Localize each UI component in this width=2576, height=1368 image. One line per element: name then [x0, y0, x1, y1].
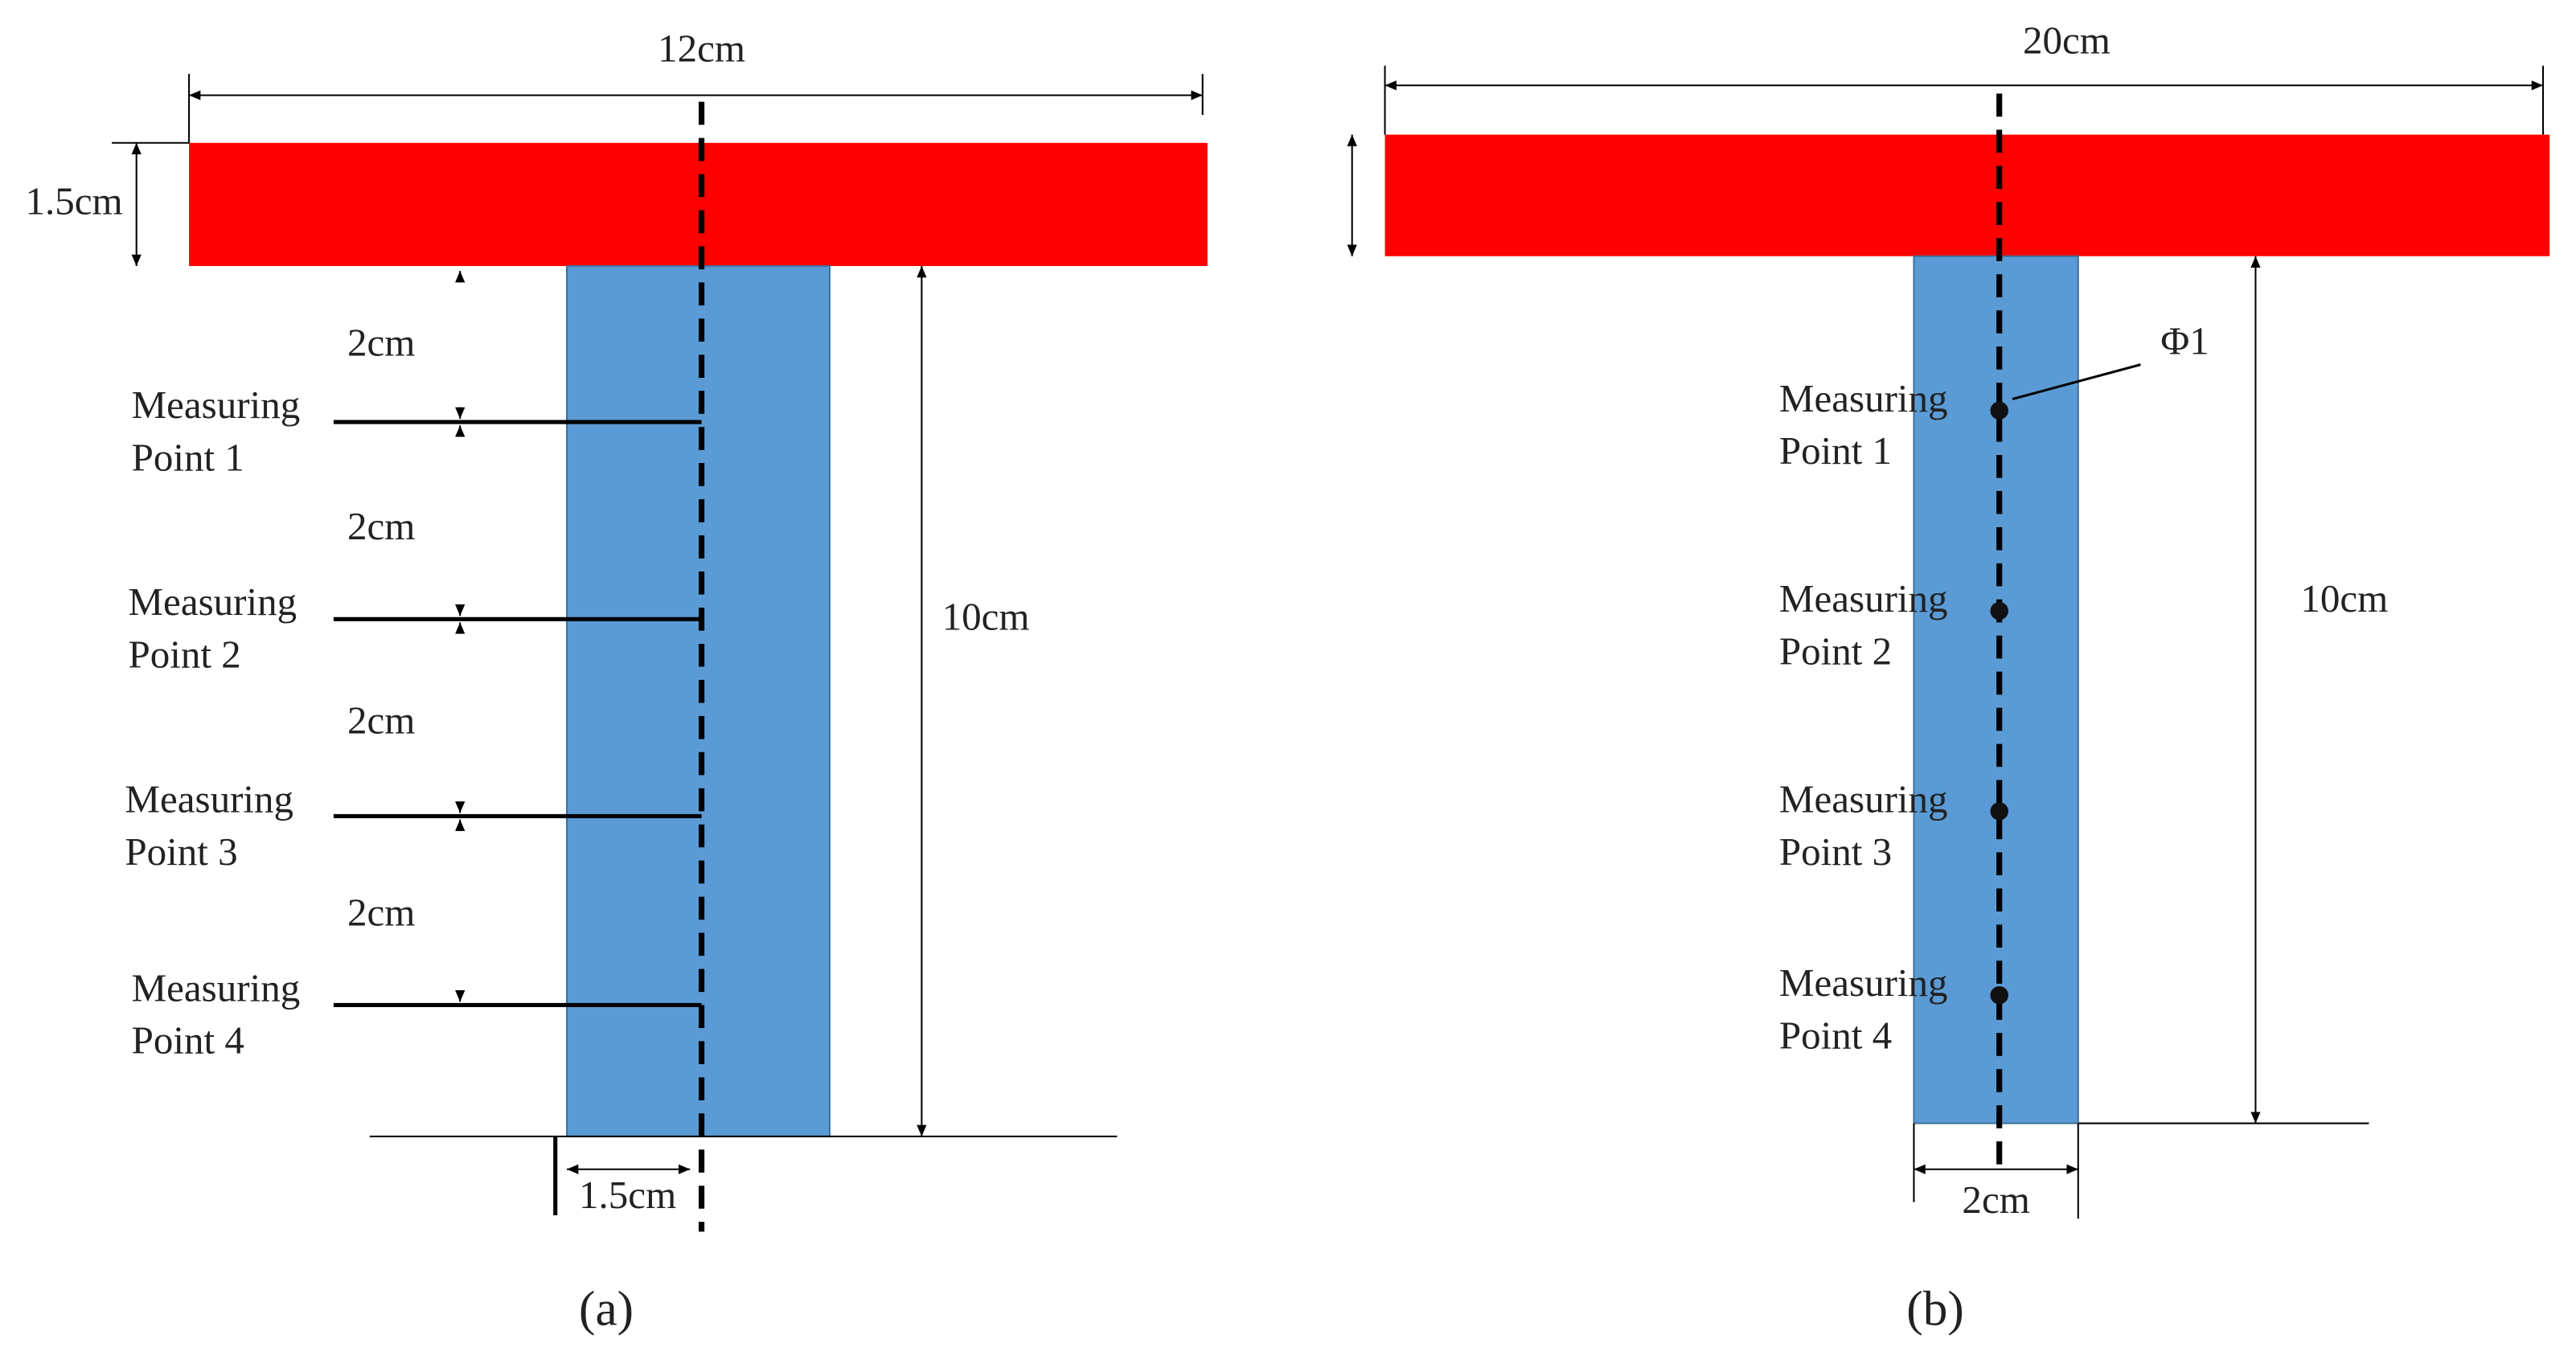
width-label: 20cm — [2023, 18, 2110, 62]
spacing-label: 2cm — [347, 320, 415, 364]
caption: (b) — [1906, 1282, 1963, 1337]
height-label: 1.5cm — [25, 179, 122, 223]
web — [1913, 255, 2079, 1124]
point-label: Point 4 — [1779, 1014, 1892, 1058]
leader — [2012, 363, 2141, 400]
spacing-label: 2cm — [347, 504, 415, 548]
point-label: Point 2 — [1779, 629, 1892, 673]
point-label: Point 3 — [125, 829, 237, 874]
diameter-label: Φ1 — [2160, 318, 2209, 362]
measuring-point — [1990, 401, 2008, 420]
point-label: Measuring — [1779, 776, 1948, 821]
half-width-label: 1.5cm — [579, 1173, 676, 1217]
depth-label: 10cm — [942, 595, 1030, 639]
depth-label: 10cm — [2300, 576, 2388, 621]
point-label: Measuring — [1779, 960, 1948, 1005]
point-label: Measuring — [132, 965, 301, 1010]
spacing-label: 2cm — [347, 890, 415, 934]
point-label: Measuring — [132, 383, 301, 427]
flange — [189, 142, 1208, 267]
panel-b: 20cm Φ1 10cm 2cm (b) Measuring Point 1 Mea… — [1347, 18, 2550, 1337]
point-label: Measuring — [128, 580, 297, 624]
point-label: Point 3 — [1779, 829, 1892, 874]
point-label: Point 2 — [128, 633, 240, 677]
measuring-point — [1990, 601, 2008, 621]
point-label: Measuring — [125, 776, 293, 821]
spacing-label: 2cm — [347, 698, 415, 742]
point-label: Point 1 — [132, 435, 244, 479]
point-label: Measuring — [1779, 576, 1948, 621]
width-label: 12cm — [658, 27, 745, 71]
web — [566, 264, 831, 1137]
point-label: Point 1 — [1779, 428, 1892, 473]
caption: (a) — [579, 1282, 634, 1337]
panel-a: 12cm 1.5cm 10cm 1.5cm (a) Measuring Point… — [25, 27, 1208, 1337]
measuring-point — [1990, 985, 2008, 1005]
flange — [1384, 134, 2550, 256]
point-label: Point 4 — [132, 1018, 244, 1063]
measuring-point — [1990, 802, 2008, 821]
bottom-width-label: 2cm — [1962, 1178, 2029, 1222]
point-label: Measuring — [1779, 376, 1948, 420]
